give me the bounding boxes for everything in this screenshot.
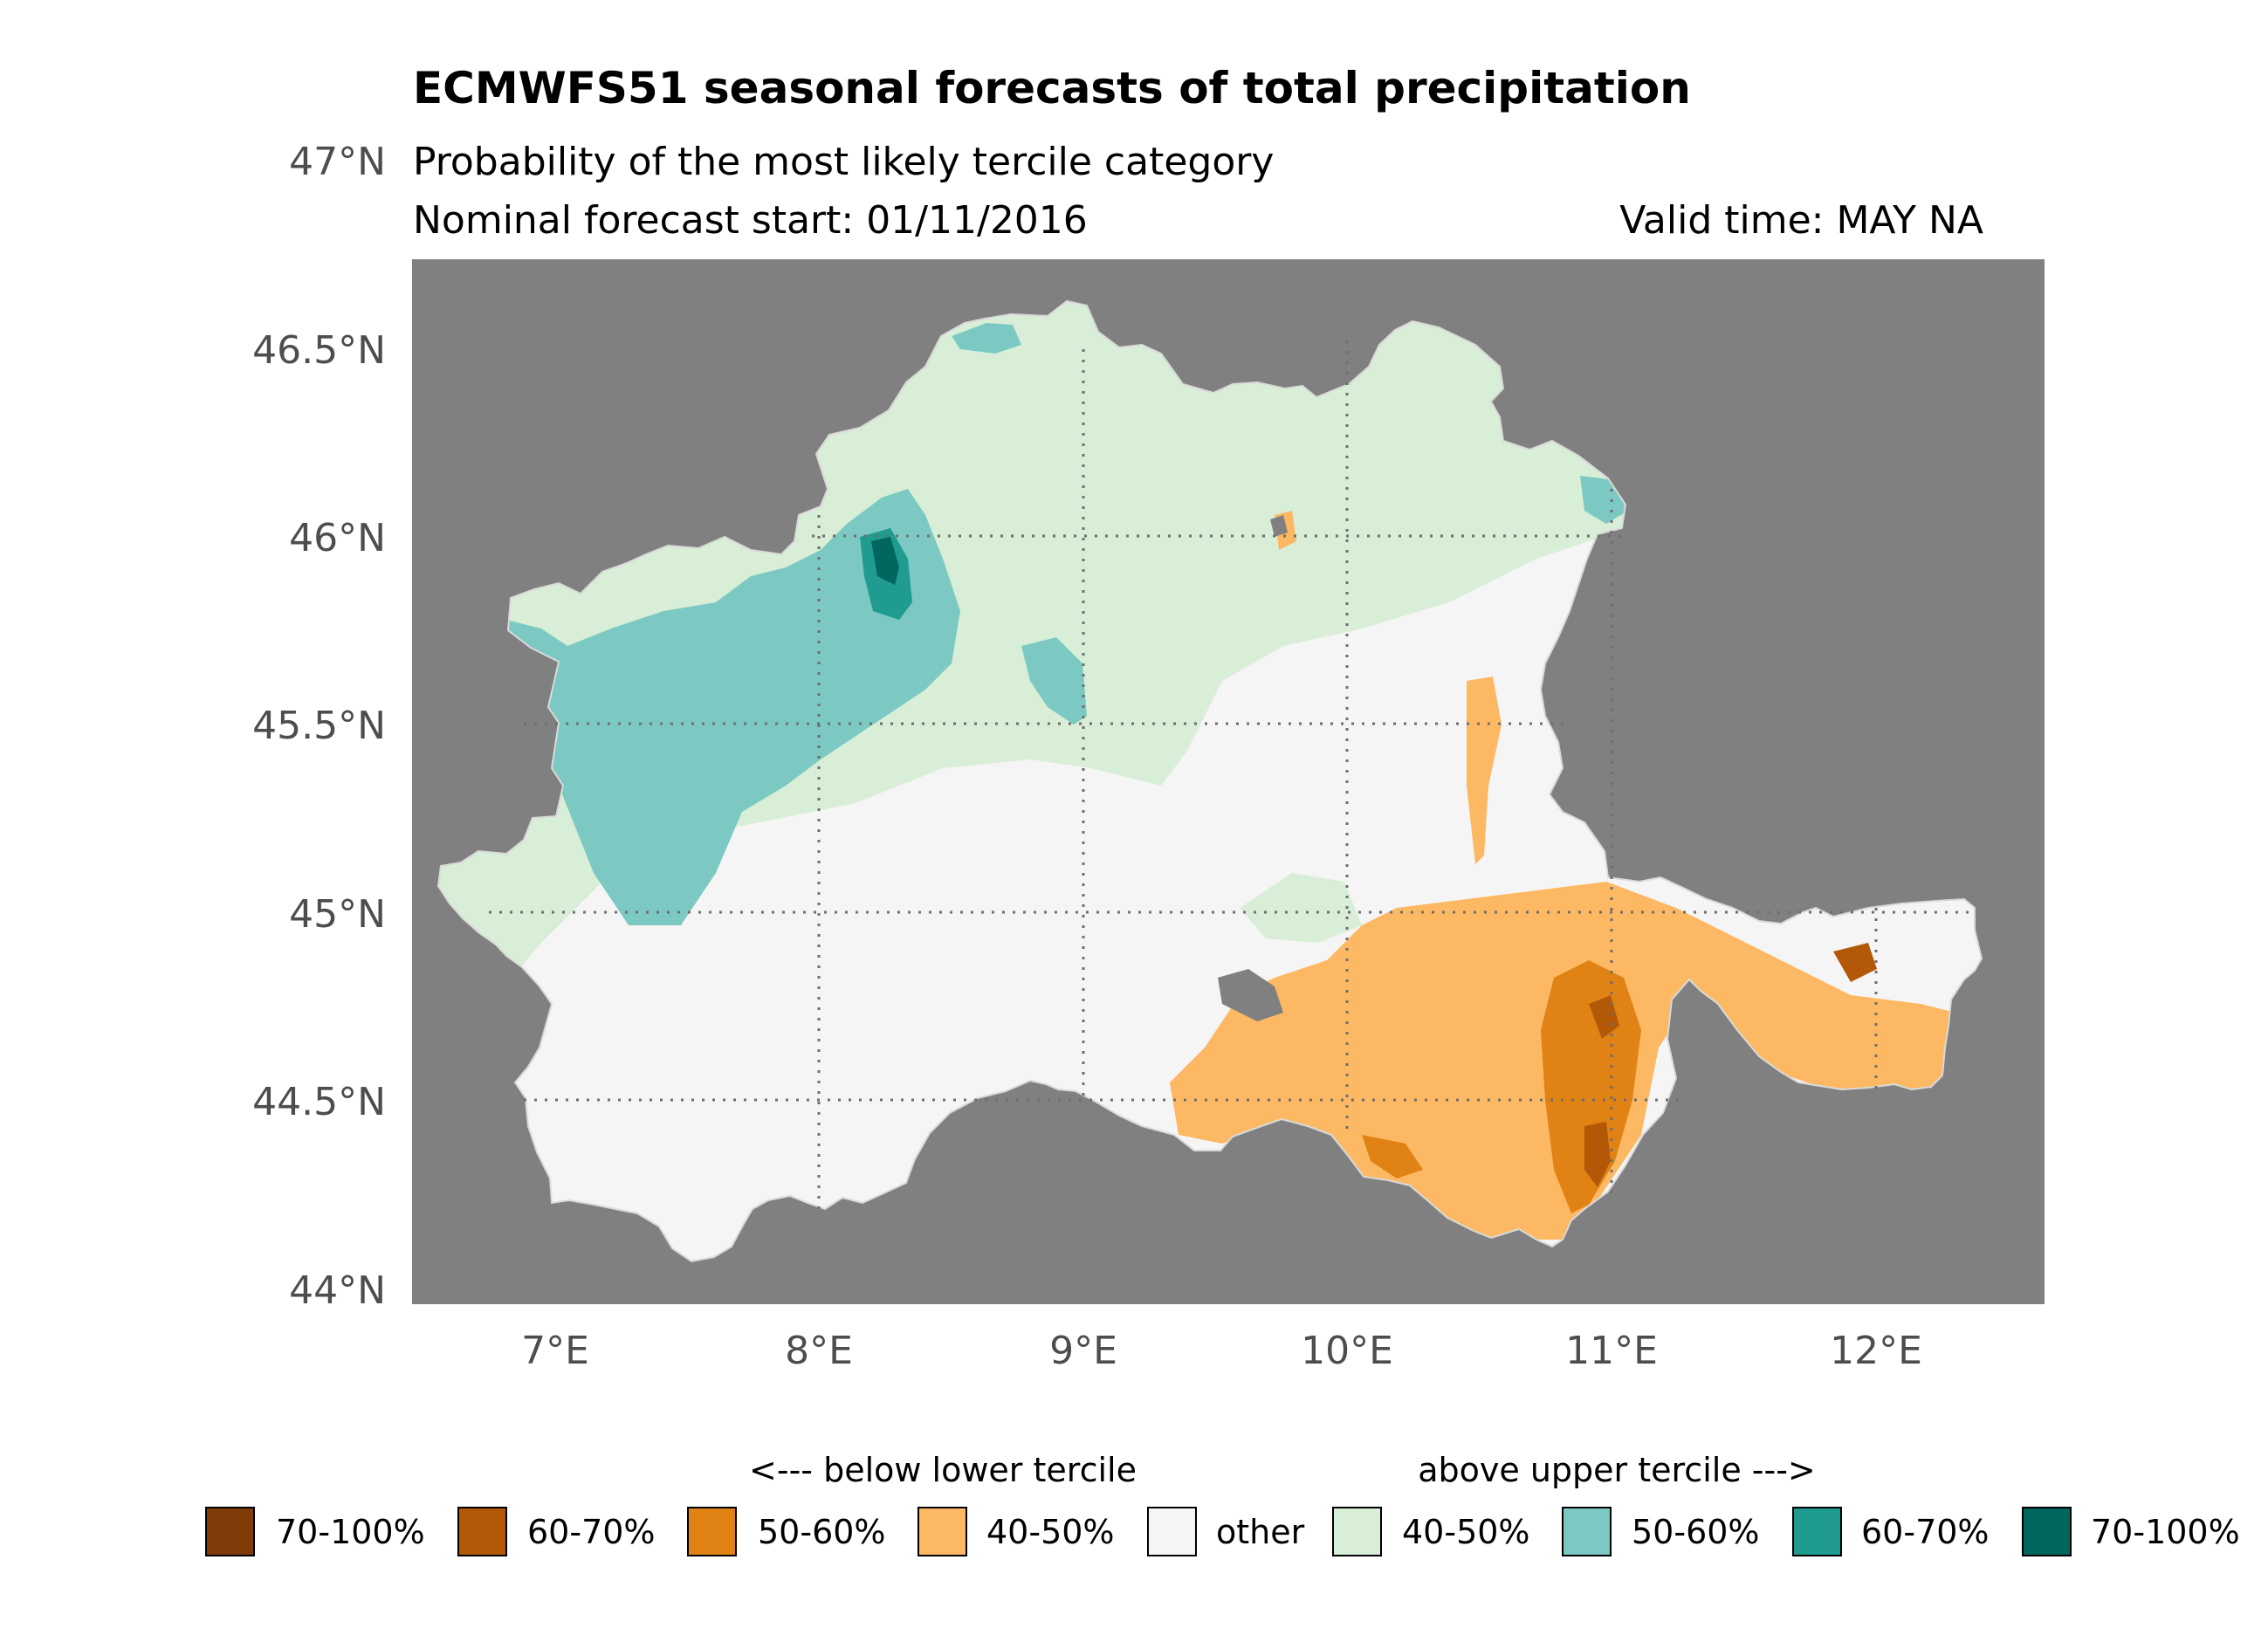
lon-label: 7°E [521,1329,589,1373]
lat-label: 45°N [289,892,386,937]
masked-area [1270,515,1288,537]
legend-item-label: 60-70% [1861,1513,1990,1551]
region-outline [436,299,1983,1263]
lat-label: 46°N [289,516,386,560]
lon-label: 11°E [1565,1329,1658,1373]
legend-item-label: 40-50% [986,1513,1115,1551]
legend-item-label: 40-50% [1402,1513,1530,1551]
longitude-labels: 7°E 8°E 9°E 10°E 11°E 12°E [521,1329,1922,1373]
lon-label: 8°E [785,1329,853,1373]
legend-swatch [457,1507,507,1556]
legend-swatch [2022,1507,2072,1556]
zone-above-50-60 [438,489,960,925]
zone-below-60-70-east [1833,943,1877,982]
legend-swatch [687,1507,737,1556]
zone-below-40-50-north [1467,677,1502,864]
legend-swatch [918,1507,967,1556]
legend-item-label: 70-100% [276,1513,425,1551]
lat-label: 44°N [289,1268,386,1313]
graticule [489,340,1975,1209]
lon-label: 9°E [1049,1329,1117,1373]
legend-item-label: 60-70% [527,1513,656,1551]
masked-area [1218,969,1283,1021]
chart-title: ECMWFS51 seasonal forecasts of total pre… [413,63,1691,113]
legend-below-label: <--- below lower tercile [749,1451,1137,1489]
lon-label: 12°E [1830,1329,1922,1373]
forecast-start-label: Nominal forecast start: 01/11/2016 [413,198,1088,243]
lon-label: 10°E [1301,1329,1393,1373]
legend-above-label: above upper tercile ---> [1418,1451,1816,1489]
legend: <--- below lower tercile above upper ter… [205,1451,2240,1556]
legend-swatch [205,1507,255,1556]
legend-item-label: 50-60% [1632,1513,1760,1551]
legend-swatch [1332,1507,1382,1556]
zone-above-40-50-patch [1240,873,1362,943]
legend-swatch [1792,1507,1842,1556]
zone-above-50-60-north [952,323,1021,354]
lat-label: 45.5°N [252,704,386,748]
lat-label: 46.5°N [252,328,386,373]
lat-label: 47°N [289,140,386,184]
latitude-labels: 47°N 46.5°N 46°N 45.5°N 45°N 44.5°N 44°N [252,140,386,1313]
legend-swatch [1562,1507,1612,1556]
zone-above-50-60-east [1021,637,1087,725]
lat-label: 44.5°N [252,1080,386,1124]
legend-item-label: 70-100% [2091,1513,2240,1551]
legend-swatch [1147,1507,1197,1556]
chart-subtitle: Probability of the most likely tercile c… [413,140,1274,184]
zone-below-60-70-mid [1589,995,1619,1039]
zone-above-70-100 [871,537,899,585]
legend-item-label: other [1216,1513,1305,1551]
zone-below-50-60-south [1362,1135,1423,1178]
zone-below-60-70 [1584,1122,1611,1187]
valid-time-label: Valid time: MAY NA [1619,198,1983,243]
legend-item-label: 50-60% [758,1513,886,1551]
